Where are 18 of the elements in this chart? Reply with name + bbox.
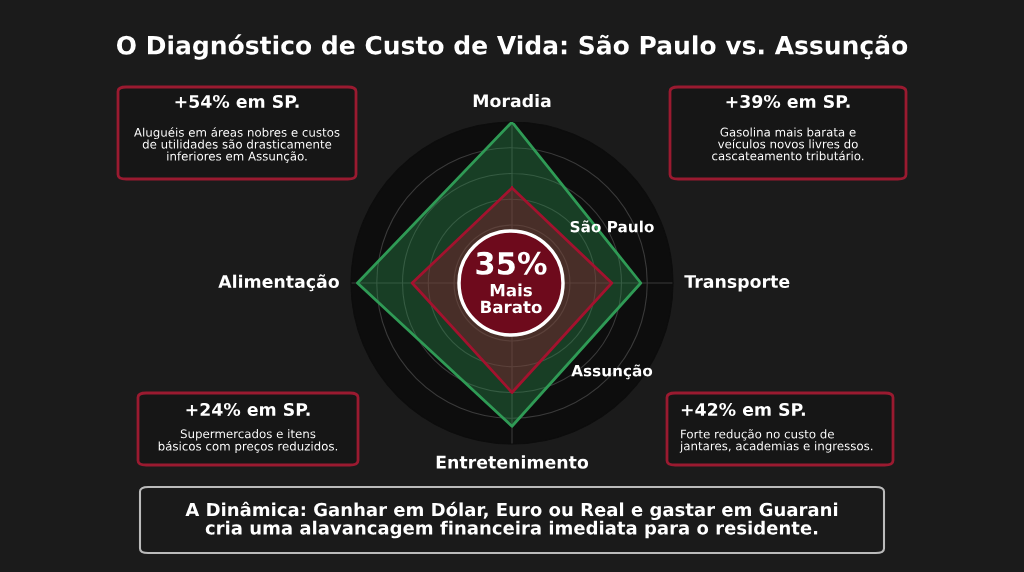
text: Mais Barato [481,283,542,314]
text: Supermercados e itens básicos com preços reduzidos. [158,429,338,453]
chart-title: O Diagnóstico de Custo de Vida: São Paulo vs. Assunção [116,34,908,60]
spoke-label: Entretenimento [436,455,589,469]
text: Forte redução no custo de jantares, academias e ingressos. [679,429,873,453]
spoke-label: Transporte [684,275,790,292]
spoke-label: Moradia [473,93,551,108]
text: Aluguéis em áreas nobres e custos de utilidades são drasticamente inferiores em Assunção. [134,127,340,163]
text: Gasolina mais barata e veículos novos livres do cascateamento tributário. [712,127,864,161]
text: +42% em SP. [681,402,805,417]
spoke-label: Alimentação [218,274,339,292]
series-label: Assunção [571,364,653,380]
text: +24% em SP. [186,402,310,417]
text: +54% em SP. [175,94,299,109]
text: 35% [476,251,547,275]
text: +39% em SP. [726,94,850,109]
series-label: São Paulo [570,220,654,233]
text: A Dinâmica: Ganhar em Dólar, Euro ou Real e gastar em Guarani cria uma alavancagem financeira imediata para o residente. [185,501,838,539]
